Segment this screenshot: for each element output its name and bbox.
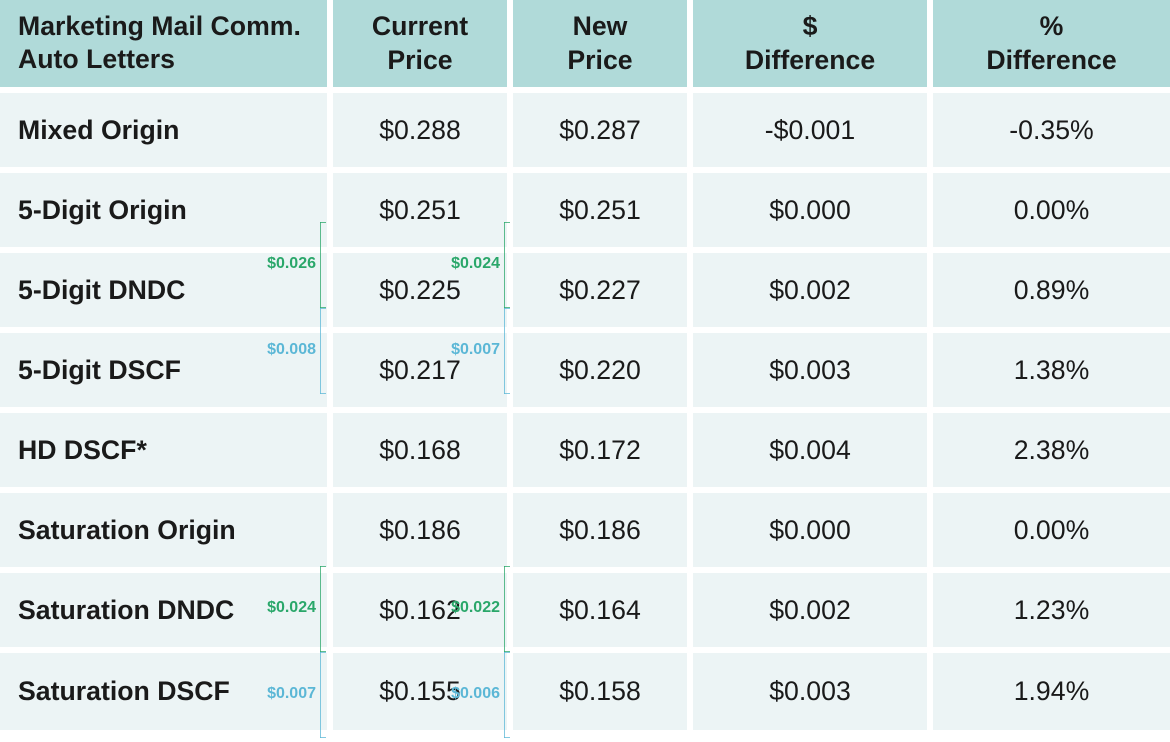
col-header-line1: $ xyxy=(803,11,818,41)
pricing-table: Marketing Mail Comm.Auto Letters Current P… xyxy=(0,0,1170,730)
col-header-line2: Price xyxy=(567,45,632,75)
cell-pct: 1.23% xyxy=(930,570,1170,650)
col-header-line1: % xyxy=(1040,11,1064,41)
row-label: Saturation DNDC xyxy=(0,570,330,650)
row-label: Mixed Origin xyxy=(0,90,330,170)
table-row: 5-Digit DSCF$0.217$0.220$0.0031.38% xyxy=(0,330,1170,410)
table-row: Saturation DNDC$0.162$0.164$0.0021.23% xyxy=(0,570,1170,650)
cell-pct: 1.38% xyxy=(930,330,1170,410)
cell-current: $0.155 xyxy=(330,650,510,730)
row-label: HD DSCF* xyxy=(0,410,330,490)
row-label: Saturation DSCF xyxy=(0,650,330,730)
col-header-2: New Price xyxy=(510,0,690,90)
cell-new: $0.251 xyxy=(510,170,690,250)
col-header-0: Marketing Mail Comm.Auto Letters xyxy=(0,0,330,90)
cell-diff: $0.002 xyxy=(690,250,930,330)
table-row: Mixed Origin$0.288$0.287-$0.001-0.35% xyxy=(0,90,1170,170)
cell-diff: $0.000 xyxy=(690,490,930,570)
cell-current: $0.217 xyxy=(330,330,510,410)
table-row: 5-Digit Origin$0.251$0.251$0.0000.00% xyxy=(0,170,1170,250)
cell-pct: 2.38% xyxy=(930,410,1170,490)
row-label: Saturation Origin xyxy=(0,490,330,570)
cell-diff: $0.004 xyxy=(690,410,930,490)
cell-new: $0.186 xyxy=(510,490,690,570)
cell-current: $0.168 xyxy=(330,410,510,490)
cell-current: $0.225 xyxy=(330,250,510,330)
cell-current: $0.186 xyxy=(330,490,510,570)
cell-diff: -$0.001 xyxy=(690,90,930,170)
cell-diff: $0.003 xyxy=(690,330,930,410)
table-row: HD DSCF*$0.168$0.172$0.0042.38% xyxy=(0,410,1170,490)
row-label: 5-Digit Origin xyxy=(0,170,330,250)
table-row: Saturation Origin$0.186$0.186$0.0000.00% xyxy=(0,490,1170,570)
cell-new: $0.172 xyxy=(510,410,690,490)
cell-new: $0.158 xyxy=(510,650,690,730)
cell-current: $0.288 xyxy=(330,90,510,170)
col-header-4: % Difference xyxy=(930,0,1170,90)
cell-pct: -0.35% xyxy=(930,90,1170,170)
cell-diff: $0.003 xyxy=(690,650,930,730)
col-header-line2: Auto Letters xyxy=(18,44,175,74)
col-header-1: Current Price xyxy=(330,0,510,90)
cell-new: $0.164 xyxy=(510,570,690,650)
col-header-line2: Price xyxy=(387,45,452,75)
cell-diff: $0.002 xyxy=(690,570,930,650)
cell-current: $0.251 xyxy=(330,170,510,250)
cell-pct: 1.94% xyxy=(930,650,1170,730)
cell-pct: 0.00% xyxy=(930,170,1170,250)
cell-current: $0.162 xyxy=(330,570,510,650)
cell-diff: $0.000 xyxy=(690,170,930,250)
row-label: 5-Digit DNDC xyxy=(0,250,330,330)
cell-new: $0.220 xyxy=(510,330,690,410)
cell-pct: 0.89% xyxy=(930,250,1170,330)
col-header-line2: Difference xyxy=(986,45,1116,75)
col-header-3: $ Difference xyxy=(690,0,930,90)
cell-new: $0.287 xyxy=(510,90,690,170)
table-row: Saturation DSCF$0.155$0.158$0.0031.94% xyxy=(0,650,1170,730)
table-row: 5-Digit DNDC$0.225$0.227$0.0020.89% xyxy=(0,250,1170,330)
col-header-line1: Marketing Mail Comm. xyxy=(18,11,301,41)
col-header-line2: Difference xyxy=(745,45,875,75)
cell-new: $0.227 xyxy=(510,250,690,330)
cell-pct: 0.00% xyxy=(930,490,1170,570)
col-header-line1: New xyxy=(573,11,628,41)
row-label: 5-Digit DSCF xyxy=(0,330,330,410)
col-header-line1: Current xyxy=(372,11,468,41)
